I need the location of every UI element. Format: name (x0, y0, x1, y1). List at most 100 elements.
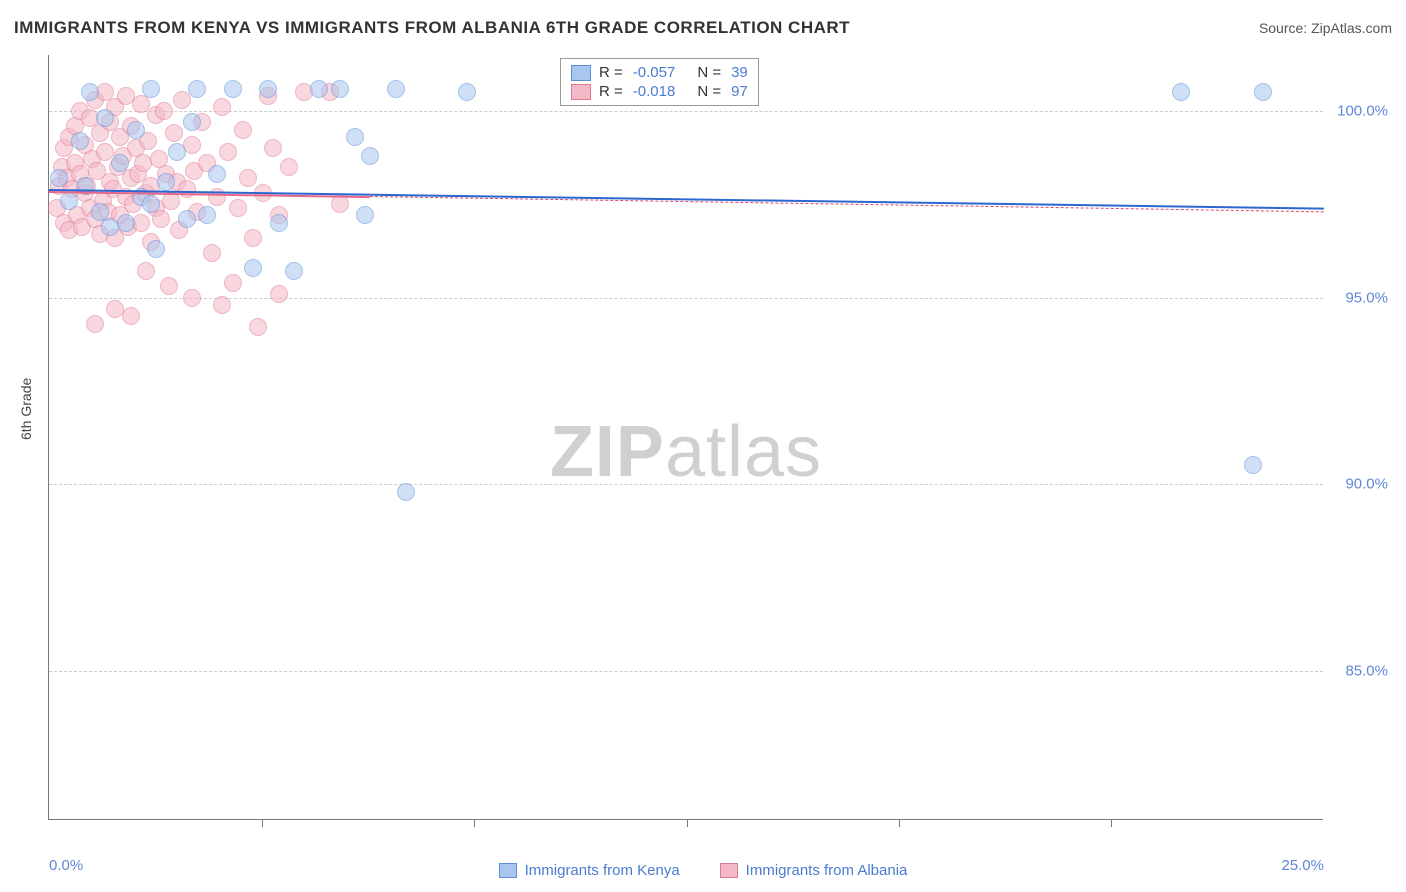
swatch-albania (571, 84, 591, 100)
scatter-point (147, 240, 165, 258)
scatter-point (270, 285, 288, 303)
r-value-albania: -0.018 (633, 83, 676, 100)
scatter-point (127, 121, 145, 139)
scatter-point (183, 289, 201, 307)
r-value-kenya: -0.057 (633, 64, 676, 81)
source-prefix: Source: (1259, 20, 1311, 36)
n-value-kenya: 39 (731, 64, 748, 81)
scatter-point (1172, 83, 1190, 101)
legend-item-albania: Immigrants from Albania (720, 862, 908, 879)
scatter-point (155, 102, 173, 120)
scatter-point (96, 109, 114, 127)
swatch-kenya (571, 65, 591, 81)
x-tick (474, 819, 475, 827)
scatter-point (229, 199, 247, 217)
x-tick (687, 819, 688, 827)
legend-item-kenya: Immigrants from Kenya (499, 862, 680, 879)
legend-label-kenya: Immigrants from Kenya (525, 862, 680, 879)
scatter-point (346, 128, 364, 146)
gridline-h (49, 484, 1323, 485)
source-attribution: Source: ZipAtlas.com (1259, 20, 1392, 36)
scatter-point (234, 121, 252, 139)
scatter-point (239, 169, 257, 187)
scatter-point (310, 80, 328, 98)
n-label: N = (697, 64, 721, 81)
scatter-point (331, 195, 349, 213)
y-tick-label: 85.0% (1345, 662, 1388, 679)
n-label: N = (697, 83, 721, 100)
series-legend: Immigrants from Kenya Immigrants from Al… (0, 862, 1406, 879)
trend-line (370, 196, 1324, 212)
watermark: ZIPatlas (550, 411, 822, 493)
watermark-light: atlas (665, 412, 822, 492)
scatter-point (264, 139, 282, 157)
scatter-point (213, 98, 231, 116)
scatter-point (244, 229, 262, 247)
scatter-point (270, 214, 288, 232)
stats-legend: R = -0.057 N = 39 R = -0.018 N = 97 (560, 58, 759, 106)
r-label: R = (599, 83, 623, 100)
gridline-h (49, 298, 1323, 299)
scatter-point (198, 206, 216, 224)
scatter-point (111, 154, 129, 172)
x-tick (899, 819, 900, 827)
scatter-point (152, 210, 170, 228)
scatter-point (60, 192, 78, 210)
scatter-point (188, 80, 206, 98)
plot-frame: ZIPatlas 85.0%90.0%95.0%100.0%0.0%25.0% (48, 55, 1323, 820)
chart-title: IMMIGRANTS FROM KENYA VS IMMIGRANTS FROM… (14, 18, 850, 38)
gridline-h (49, 671, 1323, 672)
scatter-point (165, 124, 183, 142)
gridline-h (49, 111, 1323, 112)
scatter-point (173, 91, 191, 109)
stats-row-albania: R = -0.018 N = 97 (571, 82, 748, 101)
scatter-point (168, 143, 186, 161)
scatter-point (397, 483, 415, 501)
scatter-point (178, 210, 196, 228)
title-bar: IMMIGRANTS FROM KENYA VS IMMIGRANTS FROM… (14, 18, 1392, 38)
x-tick (1111, 819, 1112, 827)
plot-area: ZIPatlas 85.0%90.0%95.0%100.0%0.0%25.0% (49, 55, 1323, 819)
scatter-point (122, 307, 140, 325)
scatter-point (259, 80, 277, 98)
scatter-point (1244, 456, 1262, 474)
scatter-point (219, 143, 237, 161)
x-tick (262, 819, 263, 827)
scatter-point (356, 206, 374, 224)
y-tick-label: 95.0% (1345, 289, 1388, 306)
scatter-point (81, 83, 99, 101)
scatter-point (331, 80, 349, 98)
scatter-point (160, 277, 178, 295)
scatter-point (203, 244, 221, 262)
scatter-point (178, 180, 196, 198)
y-tick-label: 100.0% (1337, 102, 1388, 119)
scatter-point (458, 83, 476, 101)
source-name: ZipAtlas.com (1311, 20, 1392, 36)
scatter-point (117, 214, 135, 232)
y-axis-label: 6th Grade (18, 378, 34, 440)
scatter-point (361, 147, 379, 165)
scatter-point (157, 173, 175, 191)
scatter-point (213, 296, 231, 314)
scatter-point (280, 158, 298, 176)
scatter-point (86, 315, 104, 333)
stats-row-kenya: R = -0.057 N = 39 (571, 63, 748, 82)
y-tick-label: 90.0% (1345, 476, 1388, 493)
scatter-point (71, 132, 89, 150)
scatter-point (244, 259, 262, 277)
watermark-bold: ZIP (550, 412, 665, 492)
swatch-albania (720, 863, 738, 878)
scatter-point (224, 274, 242, 292)
scatter-point (224, 80, 242, 98)
scatter-point (1254, 83, 1272, 101)
legend-label-albania: Immigrants from Albania (746, 862, 908, 879)
scatter-point (387, 80, 405, 98)
r-label: R = (599, 64, 623, 81)
scatter-point (50, 169, 68, 187)
scatter-point (142, 195, 160, 213)
scatter-point (249, 318, 267, 336)
n-value-albania: 97 (731, 83, 748, 100)
scatter-point (183, 113, 201, 131)
swatch-kenya (499, 863, 517, 878)
scatter-point (208, 165, 226, 183)
